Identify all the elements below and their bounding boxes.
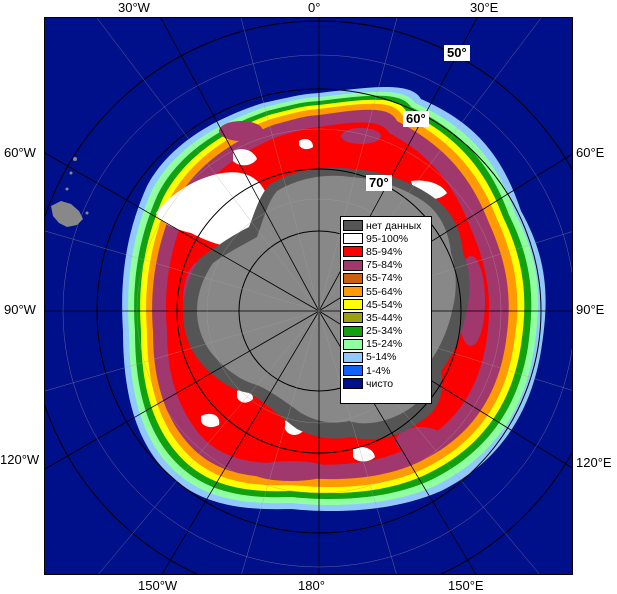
ice-concentration-legend: нет данных 95-100% 85-94% 75-84% 65-74% … xyxy=(340,216,432,404)
sea-ice-map[interactable] xyxy=(44,17,573,575)
legend-item: 25-34% xyxy=(343,325,429,338)
lon-label-60e: 60°E xyxy=(576,145,605,160)
lat-label-50: 50° xyxy=(444,45,470,61)
legend-swatch xyxy=(343,233,363,245)
legend-swatch xyxy=(343,286,363,298)
legend-swatch xyxy=(343,299,363,311)
legend-item: 45-54% xyxy=(343,298,429,311)
legend-label: 15-24% xyxy=(366,338,403,351)
legend-swatch xyxy=(343,246,363,258)
lat-label-70: 70° xyxy=(366,175,392,191)
legend-swatch xyxy=(343,365,363,377)
legend-swatch xyxy=(343,220,363,232)
legend-item: нет данных xyxy=(343,219,429,232)
south-america-land xyxy=(51,157,89,227)
legend-item: 85-94% xyxy=(343,245,429,258)
legend-label: 85-94% xyxy=(366,245,403,258)
legend-label: чисто xyxy=(366,377,394,390)
lon-label-180: 180° xyxy=(298,578,325,593)
lon-label-30w: 30°W xyxy=(118,0,150,15)
legend-item: 15-24% xyxy=(343,338,429,351)
lon-label-120w: 120°W xyxy=(0,452,40,467)
legend-item: 35-44% xyxy=(343,311,429,324)
legend-item: 55-64% xyxy=(343,285,429,298)
lon-label-30e: 30°E xyxy=(470,0,499,15)
legend-item: чисто xyxy=(343,377,429,390)
lon-label-60w: 60°W xyxy=(4,145,36,160)
lon-label-120e: 120°E xyxy=(576,455,612,470)
lon-label-150e: 150°E xyxy=(448,578,484,593)
lon-label-150w: 150°W xyxy=(138,578,178,593)
legend-label: 5-14% xyxy=(366,351,397,364)
legend-label: 65-74% xyxy=(366,272,403,285)
legend-item: 95-100% xyxy=(343,232,429,245)
lat-label-60: 60° xyxy=(403,111,429,127)
legend-label: 25-34% xyxy=(366,325,403,338)
legend-label: 75-84% xyxy=(366,259,403,272)
legend-swatch xyxy=(343,272,363,284)
legend-label: 55-64% xyxy=(366,285,403,298)
legend-item: 65-74% xyxy=(343,272,429,285)
legend-item: 1-4% xyxy=(343,364,429,377)
lon-label-90w: 90°W xyxy=(4,302,36,317)
legend-label: нет данных xyxy=(366,219,422,232)
legend-label: 95-100% xyxy=(366,232,409,245)
legend-swatch xyxy=(343,351,363,363)
legend-label: 45-54% xyxy=(366,298,403,311)
legend-swatch xyxy=(343,338,363,350)
legend-swatch xyxy=(343,325,363,337)
legend-swatch xyxy=(343,312,363,324)
map-canvas xyxy=(45,18,572,574)
legend-item: 75-84% xyxy=(343,259,429,272)
legend-swatch xyxy=(343,259,363,271)
legend-swatch xyxy=(343,378,363,390)
legend-label: 1-4% xyxy=(366,364,391,377)
legend-label: 35-44% xyxy=(366,311,403,324)
lon-label-0: 0° xyxy=(308,0,321,15)
lon-label-90e: 90°E xyxy=(576,302,605,317)
legend-item: 5-14% xyxy=(343,351,429,364)
